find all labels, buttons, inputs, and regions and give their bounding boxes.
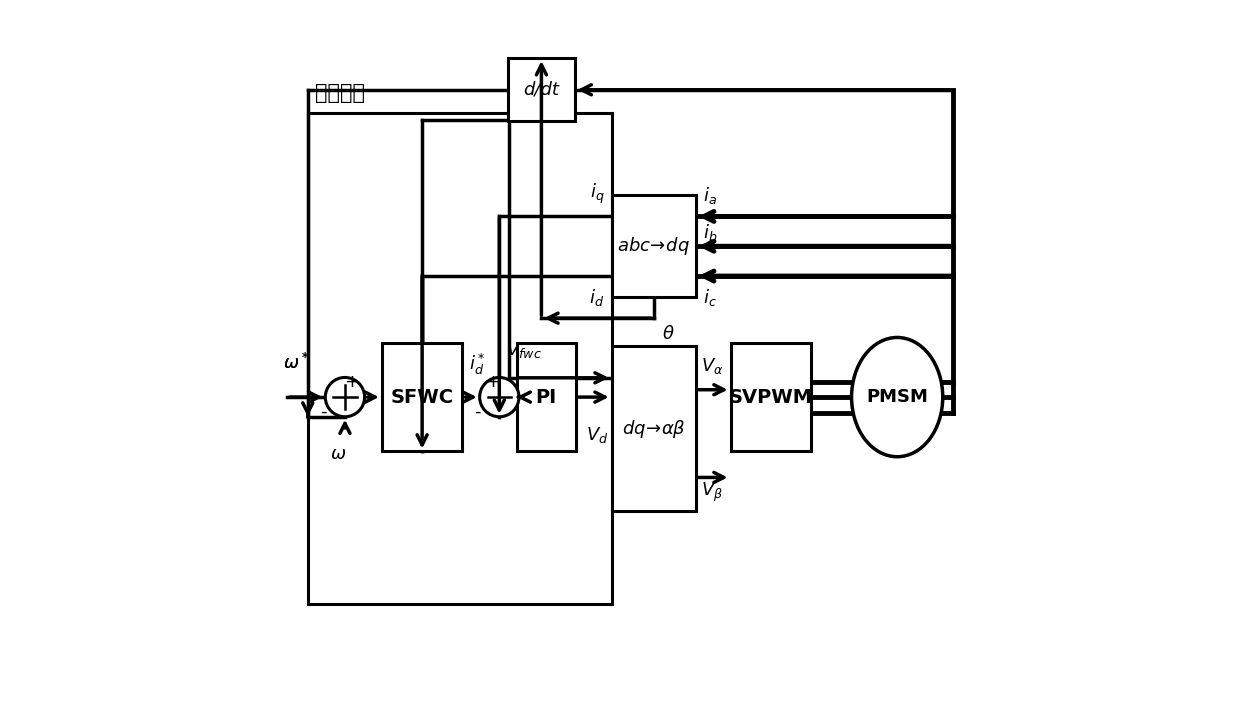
Text: $\omega$: $\omega$ <box>330 444 346 463</box>
Text: SFWC: SFWC <box>391 388 454 407</box>
Text: $\theta$: $\theta$ <box>662 325 675 343</box>
Text: $i_b$: $i_b$ <box>703 222 717 243</box>
Text: $\omega^*$: $\omega^*$ <box>283 352 310 373</box>
Text: $dq\!\rightarrow\!\alpha\beta$: $dq\!\rightarrow\!\alpha\beta$ <box>621 417 686 439</box>
Ellipse shape <box>852 337 942 457</box>
Text: -: - <box>320 403 326 421</box>
Text: $\omega^*$: $\omega^*$ <box>283 352 310 373</box>
Circle shape <box>480 378 520 417</box>
Circle shape <box>325 378 365 417</box>
Text: PMSM: PMSM <box>867 388 928 406</box>
Text: -: - <box>475 403 481 421</box>
Bar <box>611 346 696 511</box>
Bar <box>508 58 575 121</box>
Text: +: + <box>345 373 360 391</box>
Text: $abc\!\rightarrow\!dq$: $abc\!\rightarrow\!dq$ <box>618 235 691 257</box>
Text: $i_d$: $i_d$ <box>589 287 605 307</box>
Text: $V_{fwc}$: $V_{fwc}$ <box>506 340 542 360</box>
Bar <box>517 343 577 452</box>
Text: d/dt: d/dt <box>523 81 559 99</box>
Text: $i_a$: $i_a$ <box>703 185 717 206</box>
Text: $i_q$: $i_q$ <box>590 182 605 206</box>
Text: PI: PI <box>536 388 557 407</box>
Text: 弱磁控制: 弱磁控制 <box>315 83 365 103</box>
Text: $i_c$: $i_c$ <box>703 287 717 307</box>
Bar <box>611 195 696 297</box>
Text: $V_\beta$: $V_\beta$ <box>702 481 723 504</box>
Text: +: + <box>485 373 500 391</box>
Text: $i_d^*$: $i_d^*$ <box>469 352 486 378</box>
Text: $V_\alpha$: $V_\alpha$ <box>702 356 724 376</box>
Text: $V_d$: $V_d$ <box>585 425 608 445</box>
Text: SVPWM: SVPWM <box>729 388 813 407</box>
Bar <box>382 343 463 452</box>
Bar <box>730 343 811 452</box>
